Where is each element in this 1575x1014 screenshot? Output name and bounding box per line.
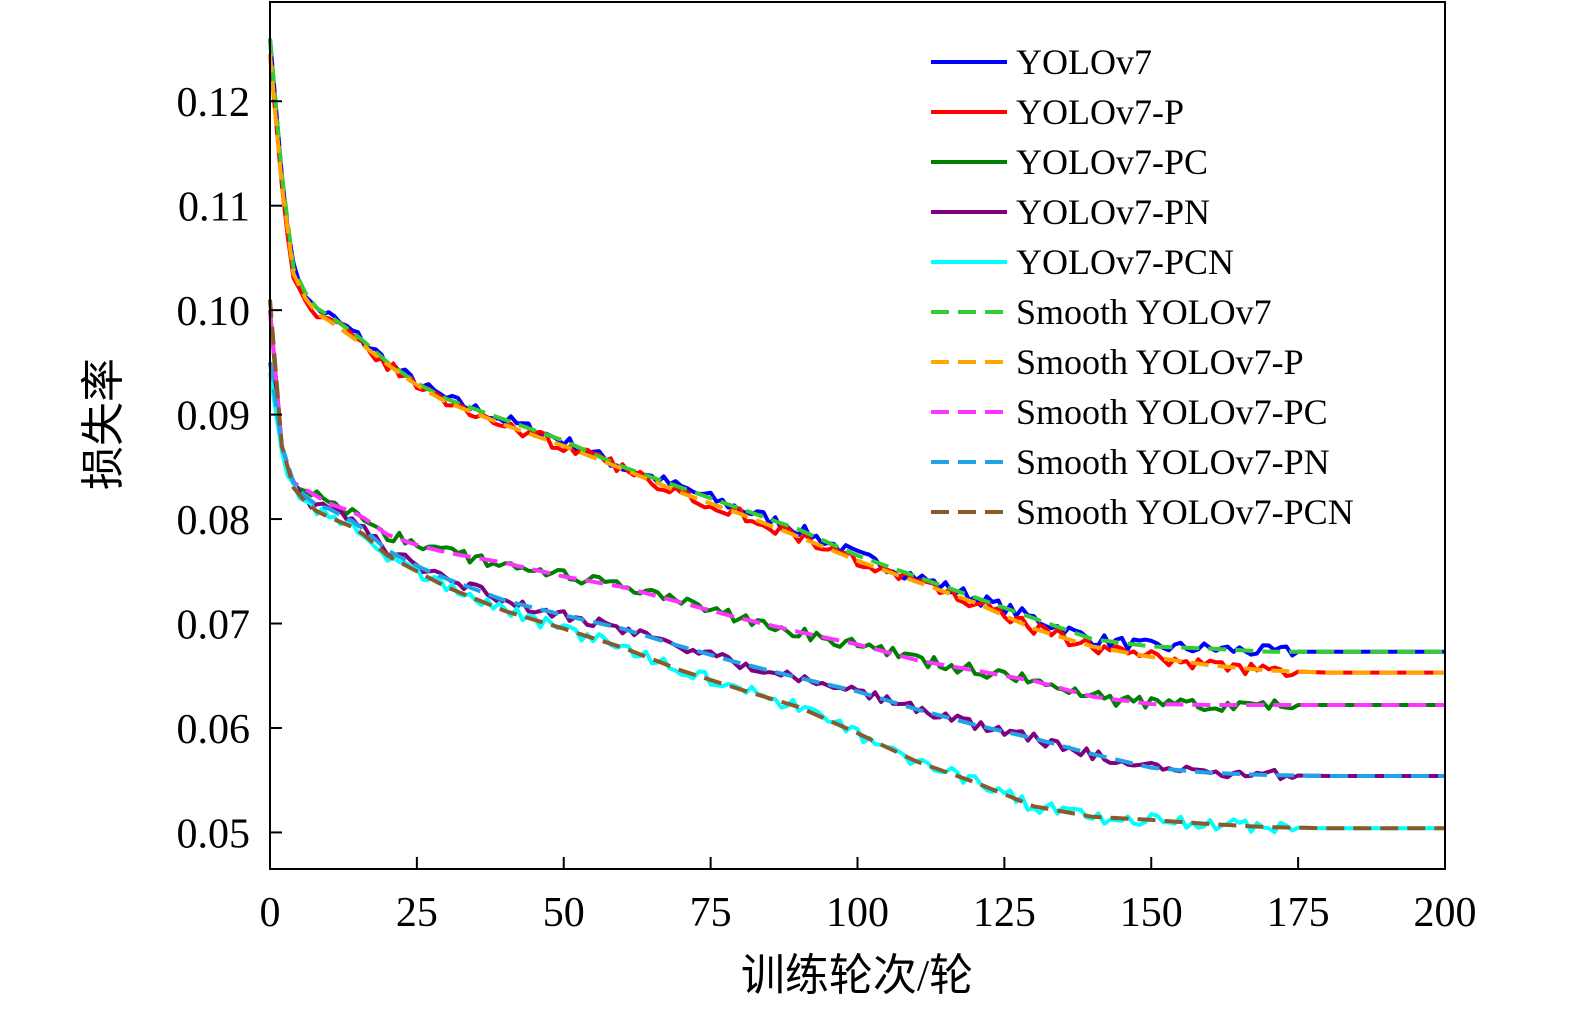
y-tick-label: 0.06: [177, 707, 251, 753]
x-tick-label: 100: [826, 890, 889, 936]
y-tick-label: 0.11: [178, 185, 250, 231]
y-tick-label: 0.08: [177, 498, 251, 544]
x-axis-title: 训练轮次/轮: [741, 951, 973, 1000]
series-line-smooth-yolov7-pn: [268, 362, 1445, 778]
y-axis-title: 损失率: [79, 358, 128, 490]
y-tick-label: 0.12: [177, 80, 251, 126]
legend-label: Smooth YOLOv7-PN: [1016, 442, 1330, 482]
plot-frame: [269, 1, 1446, 870]
legend-label: YOLOv7-PN: [1016, 192, 1210, 232]
y-tick-label: 0.10: [177, 289, 251, 335]
x-tick-label: 50: [543, 890, 585, 936]
x-tick-label: 175: [1267, 890, 1330, 936]
legend-label: Smooth YOLOv7-P: [1016, 342, 1304, 382]
legend-label: YOLOv7-PCN: [1016, 242, 1234, 282]
x-tick-label: 0: [260, 890, 281, 936]
legend: YOLOv7 YOLOv7-P YOLOv7-PC YOLOv7-PN YOLOv7-P…: [931, 42, 1354, 532]
x-tick-label: 75: [690, 890, 732, 936]
x-tick-label: 200: [1414, 890, 1477, 936]
series-line-smooth-yolov7: [268, 38, 1445, 654]
x-tick-label: 150: [1120, 890, 1183, 936]
legend-label: Smooth YOLOv7: [1016, 292, 1272, 332]
y-tick-label: 0.09: [177, 394, 251, 440]
series-line-smooth-yolov7-pc: [268, 310, 1445, 707]
legend-label: YOLOv7-PC: [1016, 142, 1208, 182]
x-tick-label: 125: [973, 890, 1036, 936]
y-tick-label: 0.07: [177, 603, 251, 649]
legend-label: Smooth YOLOv7-PC: [1016, 392, 1328, 432]
series-line-smooth-yolov7-p: [268, 54, 1445, 675]
ticks-layer: 0 25 50 75 100 125 150 175 200 0.05 0.06 0.07 0.08 0.…: [177, 80, 1477, 936]
legend-label: YOLOv7: [1016, 42, 1152, 82]
y-tick-label: 0.05: [177, 811, 251, 857]
series-layer: [268, 38, 1445, 835]
series-line-smooth-yolov7-pcn: [268, 299, 1445, 831]
legend-label: YOLOv7-P: [1016, 92, 1184, 132]
legend-label: Smooth YOLOv7-PCN: [1016, 492, 1354, 532]
x-tick-label: 25: [396, 890, 438, 936]
